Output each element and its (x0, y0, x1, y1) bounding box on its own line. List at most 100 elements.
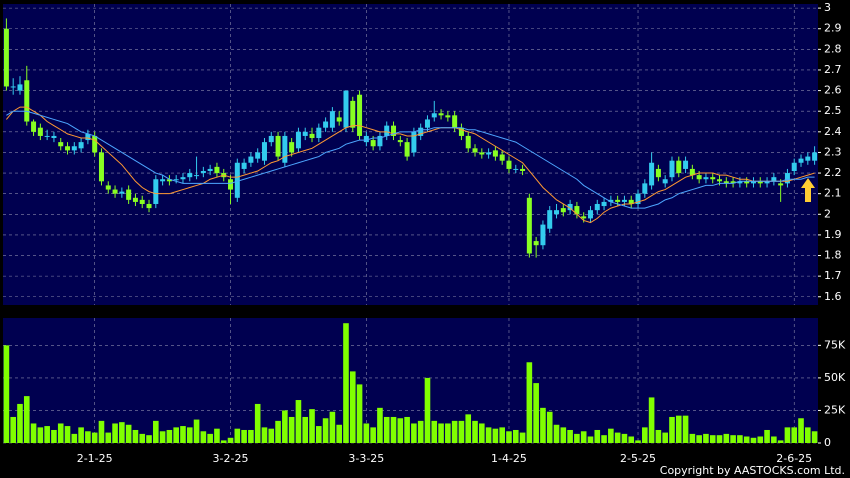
candle-body (37, 127, 43, 136)
copyright: Copyright by AASTOCKS.com Ltd. (660, 464, 845, 477)
x-tick-label: 2-6-25 (776, 452, 812, 465)
candle-body (228, 179, 234, 190)
volume-bar (98, 420, 105, 443)
volume-bar (78, 427, 84, 443)
candle-body (438, 113, 444, 116)
y-tick-label: 1.8 (824, 249, 842, 262)
volume-bar (57, 423, 64, 443)
volume-bar (628, 436, 635, 443)
candle-body (655, 168, 661, 178)
volume-bar (805, 427, 811, 443)
volume-bar (390, 416, 397, 443)
volume-bar (193, 419, 200, 443)
volume-bar (791, 427, 798, 443)
volume-bar (119, 422, 125, 443)
candle-body (85, 133, 91, 141)
candle-body (248, 156, 254, 163)
y-tick-label: 75K (824, 338, 846, 351)
volume-bar (811, 431, 818, 443)
volume-bar (642, 427, 648, 443)
candle-body (499, 154, 505, 161)
volume-bar (125, 424, 132, 443)
candle-body (791, 162, 797, 171)
volume-bar (316, 426, 322, 443)
volume-bar (356, 384, 363, 443)
candle-body (126, 189, 132, 200)
y-tick-label: 2.3 (824, 145, 842, 158)
volume-bar (703, 433, 709, 443)
candle-body (65, 146, 71, 151)
volume-bar (533, 383, 539, 443)
volume-bar (784, 427, 791, 443)
volume-panel (3, 318, 818, 443)
candle-body (98, 152, 104, 182)
candle-body (689, 168, 695, 176)
candle-body (744, 181, 750, 184)
candle-body (370, 140, 376, 147)
candle-body (51, 135, 57, 139)
candle-body (581, 216, 587, 219)
candle-body (329, 111, 335, 128)
candle-body (397, 140, 403, 143)
volume-bar (288, 416, 295, 443)
volume-bar (146, 435, 152, 443)
candle-body (723, 181, 729, 184)
y-tick-label: 2 (824, 207, 831, 220)
x-tick-label: 2-5-25 (620, 452, 656, 465)
volume-bar (261, 427, 268, 443)
candle-body (737, 181, 743, 184)
volume-bar (485, 427, 492, 443)
volume-bar (594, 429, 601, 443)
candle-body (710, 177, 716, 180)
candle-body (234, 162, 240, 198)
volume-bar (655, 429, 662, 443)
candle-body (44, 135, 50, 137)
candle-body (350, 100, 356, 128)
x-tick-label: 2-1-25 (77, 452, 113, 465)
moving-average-line (6, 106, 815, 224)
volume-bar (268, 428, 275, 443)
volume-bar (675, 415, 682, 443)
candle-body (289, 142, 295, 153)
volume-bar (275, 420, 281, 443)
plot-layer: 1.6 1.7 1.8 1.9 2 2.1 2.2 2.3 2.4 2.5 2.6 2.7 2.8 2.9… (3, 1, 846, 465)
volume-bar (349, 371, 356, 443)
candle-body (717, 179, 723, 182)
volume-bar (295, 400, 302, 443)
moving-average-line (6, 110, 815, 209)
candle-body (812, 152, 818, 161)
candle-body (479, 152, 485, 155)
candle-body (391, 125, 397, 136)
candle-body (200, 170, 206, 174)
candle-body (241, 162, 247, 169)
volume-bar (309, 409, 315, 443)
volume-bar (574, 433, 580, 443)
candle-body (119, 191, 125, 194)
volume-bar (438, 423, 444, 443)
candle-body (336, 117, 342, 122)
volume-bar (424, 377, 431, 443)
candle-body (431, 113, 437, 118)
volume-bar (383, 416, 390, 443)
y-tick-label: 25K (824, 403, 846, 416)
candle-body (160, 179, 166, 182)
candle-body (492, 150, 498, 157)
candle-body (377, 135, 383, 147)
candle-body (24, 80, 30, 122)
volume-bar (458, 420, 465, 443)
volume-bar (343, 323, 349, 443)
volume-bar (44, 426, 50, 443)
volume-bar (798, 418, 804, 443)
volume-bar (560, 427, 567, 443)
volume-bar (397, 418, 404, 443)
candle-body (424, 119, 430, 128)
y-tick-label: 3 (824, 1, 831, 14)
volume-bar (234, 428, 241, 443)
volume-bar (30, 423, 37, 443)
volume-bar (336, 424, 342, 443)
volume-bar (23, 396, 30, 443)
volume-bar (492, 428, 499, 443)
volume-bar (723, 433, 730, 443)
candle-body (261, 142, 267, 161)
candle-body (173, 179, 179, 181)
